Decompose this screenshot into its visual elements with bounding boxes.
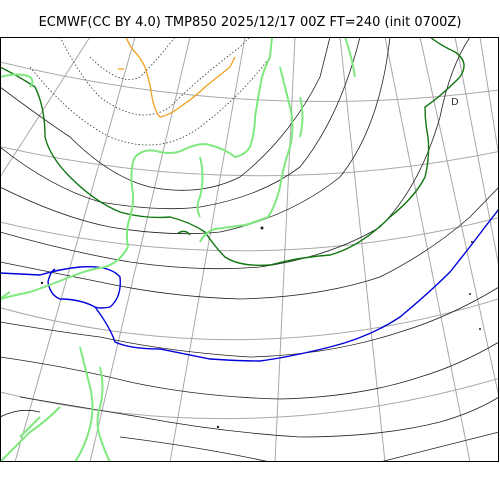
- small-islands: [40, 226, 481, 429]
- pressure-center-label: D: [451, 97, 459, 108]
- weather-map: D: [0, 37, 499, 462]
- isotherm-orange: [125, 37, 236, 118]
- coastlines: [0, 37, 356, 462]
- isotherms: [0, 37, 499, 462]
- map-border: [0, 37, 499, 462]
- isotherm-0c: [0, 37, 465, 267]
- chart-title: ECMWF(CC BY 4.0) TMP850 2025/12/17 00Z F…: [38, 15, 462, 30]
- isotherms-dotted: [29, 37, 271, 146]
